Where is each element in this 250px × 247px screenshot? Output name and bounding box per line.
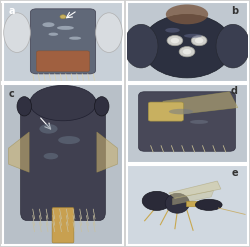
Ellipse shape: [40, 124, 58, 134]
Ellipse shape: [48, 33, 58, 36]
Circle shape: [17, 97, 32, 116]
Ellipse shape: [4, 13, 30, 52]
Text: c: c: [8, 89, 14, 99]
FancyBboxPatch shape: [52, 207, 74, 243]
Polygon shape: [172, 191, 214, 205]
Ellipse shape: [184, 34, 202, 38]
Circle shape: [167, 35, 183, 46]
Ellipse shape: [166, 4, 208, 24]
Circle shape: [94, 97, 109, 116]
Circle shape: [195, 38, 203, 43]
FancyBboxPatch shape: [148, 102, 184, 121]
Ellipse shape: [58, 136, 80, 144]
Ellipse shape: [196, 199, 222, 210]
Ellipse shape: [216, 24, 250, 68]
Circle shape: [142, 191, 171, 210]
Ellipse shape: [57, 26, 74, 30]
Text: b: b: [231, 6, 238, 17]
Polygon shape: [8, 132, 29, 172]
Ellipse shape: [169, 109, 193, 114]
Ellipse shape: [124, 24, 158, 68]
Circle shape: [183, 49, 191, 54]
Polygon shape: [163, 92, 238, 116]
Text: a: a: [8, 6, 15, 17]
Ellipse shape: [165, 193, 190, 213]
Ellipse shape: [30, 85, 96, 121]
Ellipse shape: [69, 37, 81, 40]
FancyBboxPatch shape: [30, 9, 96, 74]
Polygon shape: [169, 181, 221, 199]
Text: e: e: [231, 167, 238, 178]
Ellipse shape: [165, 28, 180, 33]
Circle shape: [179, 46, 195, 57]
Ellipse shape: [42, 22, 54, 27]
FancyBboxPatch shape: [138, 92, 235, 151]
Ellipse shape: [190, 120, 208, 124]
Circle shape: [171, 38, 179, 43]
Ellipse shape: [96, 13, 122, 52]
FancyBboxPatch shape: [186, 201, 200, 207]
Polygon shape: [97, 132, 117, 172]
Circle shape: [191, 35, 207, 46]
Ellipse shape: [142, 14, 233, 78]
FancyBboxPatch shape: [21, 100, 105, 220]
Text: d: d: [231, 86, 238, 96]
FancyBboxPatch shape: [36, 51, 90, 72]
Circle shape: [60, 15, 66, 19]
Ellipse shape: [44, 153, 58, 159]
